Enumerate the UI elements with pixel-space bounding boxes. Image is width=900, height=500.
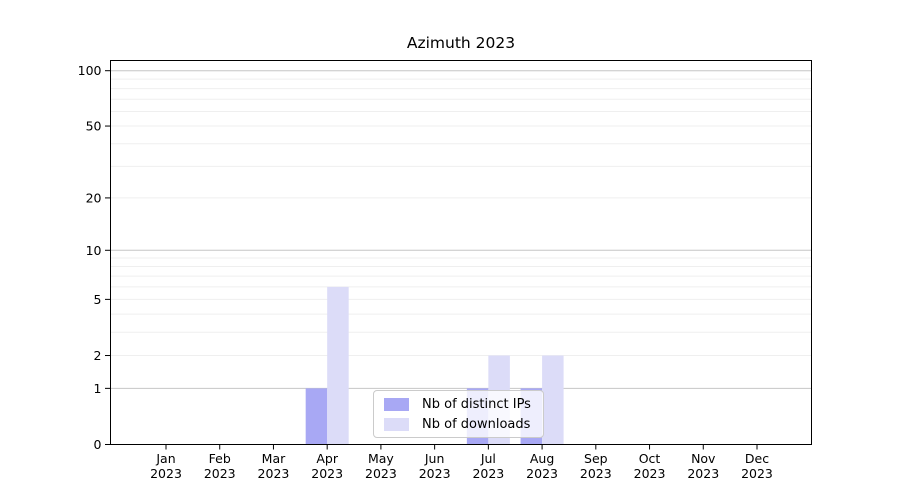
y-tick-label: 50	[86, 119, 102, 134]
x-tick-label-month: Jan	[155, 451, 175, 466]
x-tick-label-month: Sep	[584, 451, 608, 466]
x-tick-label-month: Jul	[480, 451, 496, 466]
bar-aug-downloads	[542, 355, 564, 444]
x-tick-label-year: 2023	[311, 466, 343, 481]
x-tick-label-month: Mar	[262, 451, 286, 466]
y-tick-label: 100	[78, 63, 102, 78]
legend-swatch-downloads	[384, 417, 409, 431]
y-tick-label: 1	[94, 381, 102, 396]
y-tick-label: 20	[86, 190, 102, 205]
x-tick-label-year: 2023	[365, 466, 397, 481]
x-tick-label-year: 2023	[634, 466, 666, 481]
bar-apr-distinct-ips	[305, 388, 328, 444]
y-tick-label: 2	[94, 348, 102, 363]
chart-title: Azimuth 2023	[406, 34, 516, 52]
x-tick-label-month: Nov	[691, 451, 716, 466]
y-tick-label: 0	[94, 437, 102, 452]
y-tick-label: 10	[86, 243, 102, 258]
x-tick-label-month: Oct	[639, 451, 661, 466]
y-tick-label: 5	[94, 292, 102, 307]
x-tick-label-month: Dec	[745, 451, 769, 466]
x-tick-label-year: 2023	[258, 466, 290, 481]
x-tick-label-month: Jun	[424, 451, 445, 466]
x-tick-label-year: 2023	[687, 466, 719, 481]
legend-item-downloads: Nb of downloads	[384, 417, 534, 432]
legend: Nb of distinct IPs Nb of downloads	[373, 390, 544, 438]
x-tick-label-year: 2023	[150, 466, 182, 481]
x-tick-label-year: 2023	[741, 466, 773, 481]
x-tick-label-year: 2023	[419, 466, 451, 481]
x-tick-label-year: 2023	[526, 466, 558, 481]
legend-swatch-distinct-ips	[384, 397, 409, 411]
x-tick-label-year: 2023	[580, 466, 612, 481]
x-tick-label-year: 2023	[204, 466, 236, 481]
legend-item-distinct-ips: Nb of distinct IPs	[384, 397, 534, 412]
x-tick-label-year: 2023	[472, 466, 504, 481]
legend-label-downloads: Nb of downloads	[422, 416, 531, 432]
bar-apr-downloads	[327, 286, 349, 444]
x-tick-label-month: Aug	[530, 451, 554, 466]
x-tick-label-month: Apr	[316, 451, 338, 466]
x-tick-label-month: Feb	[209, 451, 231, 466]
legend-label-distinct-ips: Nb of distinct IPs	[422, 396, 531, 412]
plot-border	[110, 60, 812, 445]
x-tick-label-month: May	[368, 451, 394, 466]
